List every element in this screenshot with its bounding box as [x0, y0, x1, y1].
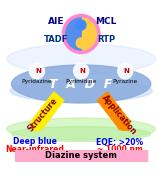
Ellipse shape [10, 80, 152, 102]
Text: N: N [79, 68, 85, 74]
Text: MCL: MCL [95, 18, 117, 26]
FancyArrow shape [97, 92, 130, 131]
Circle shape [29, 63, 45, 79]
Circle shape [64, 16, 98, 52]
Circle shape [76, 38, 86, 48]
Ellipse shape [11, 65, 151, 103]
Polygon shape [64, 16, 81, 52]
Text: AIE: AIE [48, 18, 64, 26]
Circle shape [73, 63, 89, 79]
Text: Deep blue: Deep blue [13, 138, 57, 146]
Text: N: N [35, 68, 41, 74]
Text: Pyrazine: Pyrazine [113, 80, 138, 84]
Text: Pyrimidine: Pyrimidine [65, 80, 97, 84]
Text: Pyridazine: Pyridazine [22, 80, 52, 84]
Circle shape [76, 20, 86, 30]
Text: Near-infrared: Near-infrared [5, 146, 64, 154]
Text: N: N [123, 68, 129, 74]
Circle shape [64, 16, 98, 52]
Text: RTP: RTP [97, 35, 115, 43]
Text: Structure: Structure [26, 96, 59, 134]
Text: ~ 1000 nm: ~ 1000 nm [97, 146, 142, 154]
Text: T  A  D  F: T A D F [49, 77, 113, 91]
Ellipse shape [7, 118, 156, 140]
Ellipse shape [11, 126, 151, 142]
Text: TADF: TADF [44, 35, 68, 43]
FancyArrow shape [31, 92, 64, 131]
Text: Diazine system: Diazine system [45, 152, 117, 160]
Ellipse shape [7, 44, 156, 74]
FancyBboxPatch shape [15, 150, 148, 162]
Text: EQE: >20%: EQE: >20% [96, 138, 143, 146]
Circle shape [118, 63, 133, 79]
Text: Application: Application [100, 93, 139, 137]
